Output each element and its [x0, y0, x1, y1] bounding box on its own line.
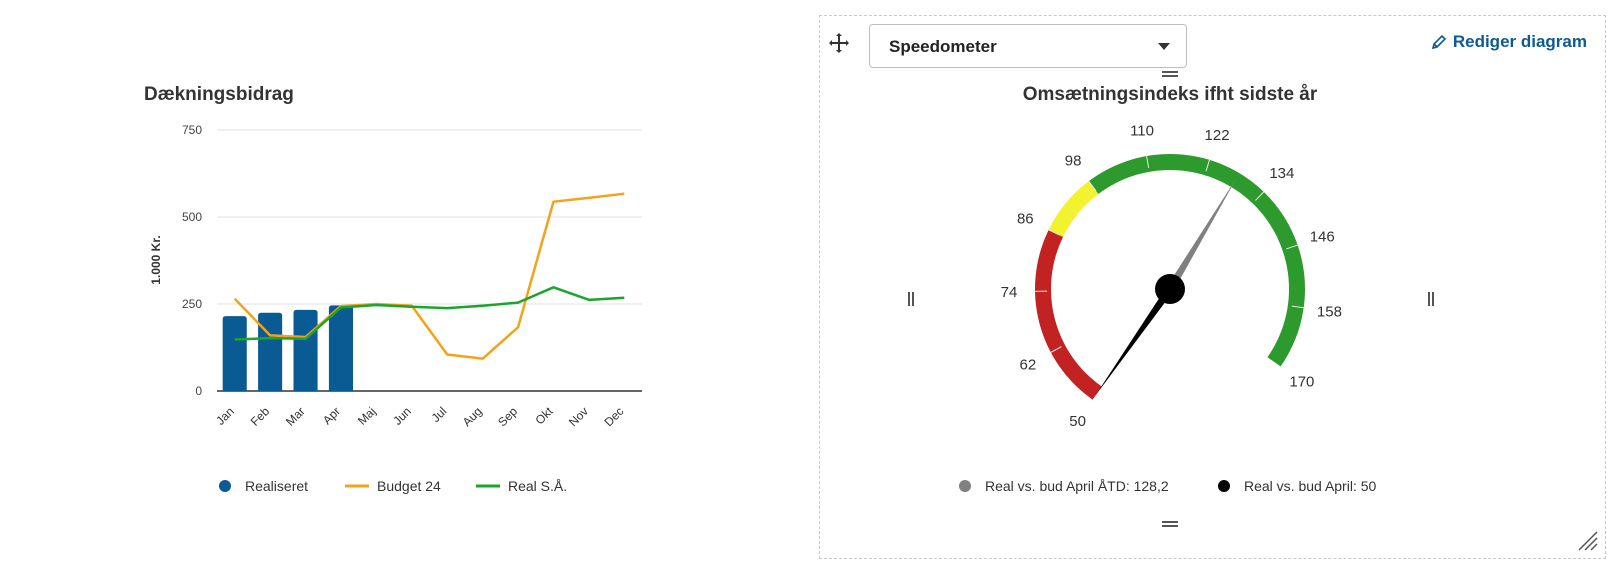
x-tick-label: Jun	[390, 404, 414, 428]
bar	[258, 313, 282, 391]
dropdown-value: Speedometer	[889, 37, 997, 57]
chart-type-dropdown[interactable]: Speedometer	[869, 24, 1187, 68]
y-tick-label: 250	[182, 297, 202, 311]
bar-line-chart-panel: Dækningsbidrag 1.000 Kr. 0 250 500 750 Jan F…	[0, 0, 790, 569]
lines	[235, 194, 625, 359]
x-tick-label: Aug	[460, 404, 485, 429]
pencil-icon	[1431, 34, 1447, 50]
legend-label: Budget 24	[377, 478, 441, 494]
gauge-panel: Speedometer Rediger diagram	[819, 15, 1606, 559]
x-tick-label: Mar	[283, 404, 308, 429]
legend-label: Realiseret	[245, 478, 308, 494]
x-tick-labels: Jan Feb Mar Apr Maj Jun Jul Aug Sep Okt Nov Dec	[213, 404, 626, 429]
bar	[223, 316, 247, 391]
x-tick-label: Maj	[355, 404, 379, 428]
resize-handle-left[interactable]	[908, 292, 914, 306]
x-tick-label: Feb	[248, 404, 273, 429]
series-line	[235, 194, 625, 359]
y-tick-label: 750	[182, 123, 202, 137]
legend-marker	[219, 480, 231, 492]
grid: 0 250 500 750	[182, 123, 642, 398]
x-tick-label: Nov	[566, 404, 591, 429]
chart-title: Dækningsbidrag	[144, 84, 294, 105]
resize-handle-bottom[interactable]	[1162, 521, 1178, 527]
resize-grip-icon[interactable]	[1577, 530, 1599, 552]
x-tick-label: Jan	[213, 404, 237, 428]
bar	[294, 310, 318, 391]
bar	[329, 305, 353, 391]
resize-handle-top[interactable]	[1162, 71, 1178, 77]
x-tick-label: Apr	[320, 404, 343, 427]
x-tick-label: Dec	[601, 404, 626, 429]
x-tick-label: Sep	[495, 404, 520, 429]
move-icon[interactable]	[828, 32, 850, 54]
edit-chart-link[interactable]: Rediger diagram	[1431, 32, 1587, 52]
y-axis-label: 1.000 Kr.	[149, 235, 163, 284]
x-tick-label: Jul	[429, 404, 450, 425]
bars	[223, 305, 353, 391]
chevron-down-icon	[1158, 43, 1170, 50]
resize-handle-right[interactable]	[1428, 292, 1434, 306]
bar-line-chart: Dækningsbidrag 1.000 Kr. 0 250 500 750 Jan F…	[0, 0, 790, 569]
y-tick-label: 500	[182, 210, 202, 224]
legend: Realiseret Budget 24 Real S.Å.	[219, 478, 567, 494]
legend-label: Real S.Å.	[508, 478, 567, 494]
y-tick-label: 0	[195, 384, 202, 398]
x-tick-label: Okt	[532, 404, 556, 428]
edit-chart-label: Rediger diagram	[1453, 32, 1587, 52]
